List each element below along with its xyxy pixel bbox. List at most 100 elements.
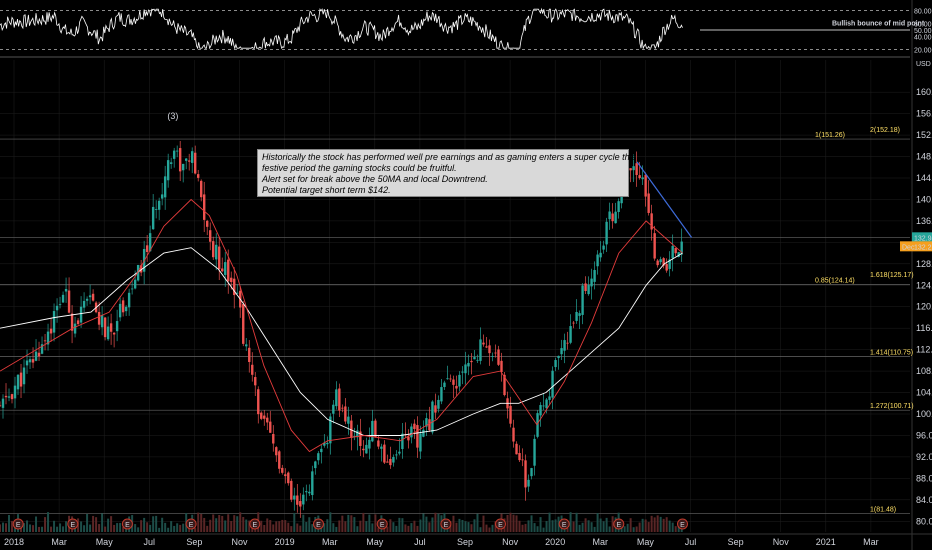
- volume-bar: [332, 523, 335, 532]
- volume-bar: [566, 527, 569, 532]
- volume-bar: [374, 514, 377, 532]
- candle-body: [536, 413, 539, 437]
- candle-body: [37, 352, 41, 357]
- downtrend-line: [636, 161, 693, 238]
- volume-bar: [398, 517, 401, 532]
- annotation-line: festive period the gaming stocks could b…: [262, 163, 457, 173]
- candle-body: [133, 279, 137, 289]
- candle-body: [470, 360, 473, 363]
- volume-bar: [173, 525, 176, 532]
- volume-bar: [167, 527, 170, 532]
- volume-bar: [632, 527, 635, 532]
- annotation-note[interactable]: Historically the stock has performed wel…: [257, 149, 636, 197]
- volume-bar: [350, 515, 353, 532]
- candle-body: [617, 201, 620, 213]
- candle-body: [43, 340, 47, 342]
- price-tick-label: 108.00: [916, 366, 932, 376]
- volume-bar: [98, 524, 101, 532]
- time-tick-label: Nov: [502, 537, 519, 547]
- time-tick-label: Mar: [51, 537, 67, 547]
- candle-body: [581, 285, 584, 315]
- rsi-tick-label: 60.00: [914, 22, 932, 29]
- volume-bar: [110, 516, 113, 532]
- candle-body: [224, 262, 227, 275]
- price-tick-label: 100.00: [916, 409, 932, 419]
- candle-body: [236, 292, 239, 294]
- volume-bar: [506, 514, 509, 532]
- volume-bar: [161, 517, 164, 532]
- candle-body: [73, 323, 77, 334]
- volume-bar: [107, 518, 110, 532]
- candle-body: [233, 278, 236, 296]
- candle-body: [464, 364, 467, 374]
- earnings-marker-letter: E: [125, 522, 130, 529]
- volume-bar: [284, 520, 287, 532]
- candle-body: [22, 367, 26, 385]
- candle-body: [554, 360, 557, 368]
- time-tick-label: Sep: [186, 537, 202, 547]
- volume-bar: [479, 527, 482, 532]
- candle-body: [163, 176, 167, 198]
- candle-body: [85, 298, 89, 301]
- price-tick-label: 156.00: [916, 109, 932, 119]
- candle-body: [629, 168, 632, 171]
- candle-body: [329, 416, 332, 444]
- volume-bar: [239, 512, 242, 532]
- volume-bar: [203, 517, 206, 532]
- volume-bar: [641, 518, 644, 532]
- volume-bar: [143, 517, 146, 532]
- candle-body: [127, 292, 131, 308]
- candle-body: [467, 362, 470, 367]
- candle-body: [248, 347, 251, 362]
- candle-body: [278, 451, 281, 469]
- candle-body: [151, 206, 155, 230]
- candle-body: [206, 220, 209, 227]
- candle-body: [479, 339, 482, 361]
- candle-body: [317, 453, 320, 461]
- volume-bar: [464, 521, 467, 532]
- price-tick-label: 144.00: [916, 173, 932, 183]
- candle-body: [251, 364, 254, 375]
- volume-bar: [602, 521, 605, 532]
- price-tick-label: 128.00: [916, 259, 932, 269]
- candle-body: [106, 326, 110, 340]
- price-tag: [912, 232, 932, 243]
- volume-bar: [608, 526, 611, 532]
- time-tick-label: May: [637, 537, 655, 547]
- candle-body: [572, 322, 575, 324]
- candle-body: [28, 359, 32, 363]
- earnings-marker-letter: E: [70, 522, 75, 529]
- candle-body: [58, 304, 62, 306]
- candle-body: [659, 259, 662, 263]
- candle-body: [209, 230, 212, 242]
- volume-bar: [578, 524, 581, 532]
- candle-body: [293, 495, 296, 500]
- time-tick-label: Jul: [685, 537, 697, 547]
- candle-body: [542, 405, 545, 407]
- volume-bar: [530, 515, 533, 532]
- volume-bar: [536, 526, 539, 532]
- earnings-marker-icon: [495, 518, 506, 530]
- price-tick-label: 80.00: [916, 516, 932, 526]
- annotation-line: Potential target short term $142.: [262, 185, 391, 195]
- candle-body: [109, 323, 113, 332]
- earnings-marker-icon: [12, 518, 24, 530]
- volume-bar: [539, 517, 542, 532]
- volume-bar: [467, 522, 470, 532]
- candle-body: [13, 385, 17, 399]
- volume-bar: [80, 521, 83, 532]
- candle-body: [203, 194, 206, 220]
- volume-bar: [461, 519, 464, 532]
- volume-bar: [587, 520, 590, 532]
- volume-bar: [269, 520, 272, 532]
- price-tick-label: 92.00: [916, 452, 932, 462]
- volume-bar: [242, 516, 245, 532]
- volume-bar: [176, 523, 179, 532]
- candle-body: [157, 200, 161, 210]
- fib-label: 1(151.26): [815, 132, 845, 139]
- candle-body: [40, 344, 44, 354]
- candle-body: [266, 417, 269, 423]
- candle-body: [187, 160, 191, 162]
- candle-body: [55, 305, 59, 311]
